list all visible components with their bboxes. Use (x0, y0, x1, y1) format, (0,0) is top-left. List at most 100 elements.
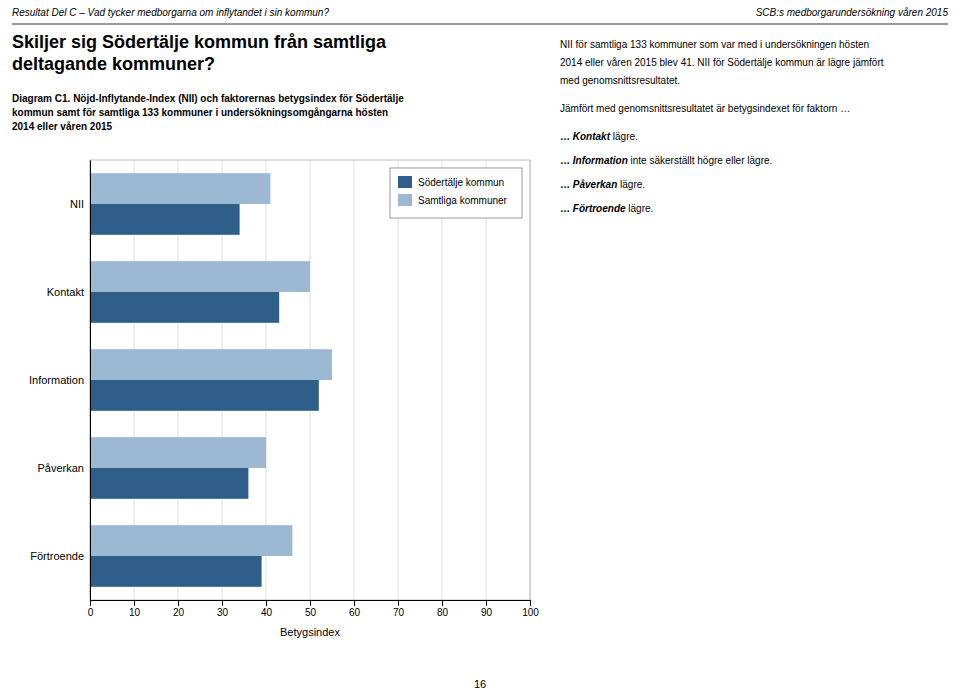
legend-label: Samtliga kommuner (418, 195, 508, 206)
y-tick-label: Förtroende (30, 550, 84, 562)
bar (90, 556, 262, 587)
grid-line (354, 160, 355, 600)
paragraph-line: med genomsnittsresultatet. (560, 75, 680, 86)
plot-frame (90, 160, 530, 600)
x-tick-mark (178, 600, 179, 606)
y-tick-label: Påverkan (38, 462, 84, 474)
x-axis-line (91, 601, 531, 607)
x-tick-label: 80 (437, 607, 449, 618)
bullet-prefix: … (560, 179, 573, 190)
subtitle-line: kommun samt för samtliga 133 kommuner i … (12, 107, 388, 118)
y-tick: NII (70, 198, 90, 210)
header-rule (12, 24, 948, 25)
x-tick-mark (90, 600, 91, 606)
y-tick-label: Kontakt (47, 286, 84, 298)
bullet-keyword: Information (573, 155, 628, 166)
x-tick-label: 10 (129, 607, 141, 618)
bar (90, 380, 319, 411)
header-left: Resultat Del C – Vad tycker medborgarna … (12, 7, 329, 18)
x-tick-label: 100 (522, 607, 539, 618)
x-tick-label: 90 (481, 607, 493, 618)
subtitle-line: Diagram C1. Nöjd-Inflytande-Index (NII) … (12, 93, 404, 104)
x-tick: 40 (261, 600, 273, 618)
bullet-prefix: … (560, 203, 573, 214)
grid (90, 160, 530, 600)
x-tick-mark (266, 600, 267, 606)
legend-label: Södertälje kommun (418, 177, 504, 188)
bullet: … Information inte säkerställt högre ell… (560, 155, 772, 166)
x-tick: 30 (217, 600, 229, 618)
x-tick-label: 70 (393, 607, 405, 618)
bullet-prefix: … (560, 155, 573, 166)
paragraph-line: 2014 eller våren 2015 blev 41. NII för S… (560, 57, 884, 68)
page: Resultat Del C – Vad tycker medborgarna … (0, 0, 960, 699)
bullet-suffix: lägre. (610, 131, 638, 142)
bars (90, 173, 332, 587)
y-axis: NII Kontakt Information Påverkan Förtroende (29, 161, 91, 601)
x-tick: 10 (129, 600, 141, 618)
bullet-suffix: lägre. (617, 179, 645, 190)
bullet-prefix: … (560, 131, 573, 142)
bar (90, 173, 270, 204)
x-tick: 90 (481, 600, 493, 618)
x-tick: 70 (393, 600, 405, 618)
legend-item: Södertälje kommun (398, 176, 504, 188)
x-tick-mark (222, 600, 223, 606)
bullet-keyword: Påverkan (573, 179, 617, 190)
x-tick-mark (486, 600, 487, 606)
x-tick: 50 (305, 600, 317, 618)
bar (90, 292, 279, 323)
y-tick: Information (29, 374, 90, 386)
x-tick-mark (530, 600, 531, 606)
bar (90, 204, 240, 235)
header-right: SCB:s medborgarundersökning våren 2015 (756, 7, 949, 18)
bullet-keyword: Kontakt (573, 131, 611, 142)
x-tick: 20 (173, 600, 185, 618)
x-tick-mark (442, 600, 443, 606)
x-tick: 60 (349, 600, 361, 618)
x-tick-label: 60 (349, 607, 361, 618)
x-tick: 80 (437, 600, 449, 618)
bullet: … Påverkan lägre. (560, 179, 645, 190)
bullet-keyword: Förtroende (573, 203, 626, 214)
x-tick-mark (310, 600, 311, 606)
bar (90, 349, 332, 380)
x-tick-label: 20 (173, 607, 185, 618)
bar (90, 525, 292, 556)
grid-line (398, 160, 399, 600)
paragraph-line: NII för samtliga 133 kommuner som var me… (560, 39, 869, 50)
subtitle-line: 2014 eller våren 2015 (12, 121, 113, 132)
x-tick-label: 0 (88, 607, 94, 618)
legend: Södertälje kommun Samtliga kommuner (390, 168, 522, 218)
bullet-suffix: inte säkerställt högre eller lägre. (628, 155, 773, 166)
bar (90, 437, 266, 468)
x-tick-mark (134, 600, 135, 606)
y-tick: Påverkan (38, 462, 90, 474)
bar (90, 261, 310, 292)
y-tick: Förtroende (30, 550, 90, 562)
bullet: … Kontakt lägre. (560, 131, 638, 142)
x-tick: 0 (88, 600, 94, 618)
y-tick-label: Information (29, 374, 84, 386)
y-tick: Kontakt (47, 286, 90, 298)
legend-swatch (398, 194, 412, 206)
title: Skiljer sig Södertälje kommun från samtl… (12, 32, 387, 74)
x-tick-label: 30 (217, 607, 229, 618)
x-tick: 100 (522, 600, 539, 618)
bullet-suffix: lägre. (626, 203, 654, 214)
legend-box (390, 168, 522, 218)
y-tick-label: NII (70, 198, 84, 210)
x-tick-label: 40 (261, 607, 273, 618)
bar (90, 468, 248, 499)
y-axis-line (90, 161, 91, 601)
page-number: 16 (474, 678, 486, 690)
legend-swatch (398, 176, 412, 188)
x-tick-mark (354, 600, 355, 606)
x-tick-label: 50 (305, 607, 317, 618)
paragraph-line: Jämfört med genomsnittsresultatet är bet… (560, 103, 850, 114)
title-line: Skiljer sig Södertälje kommun från samtl… (12, 32, 387, 52)
x-axis: 0 10 20 30 40 50 60 70 80 90 100 (88, 600, 540, 618)
title-line: deltagande kommuner? (12, 54, 215, 74)
subtitle: Diagram C1. Nöjd-Inflytande-Index (NII) … (12, 93, 404, 132)
x-axis-title: Betygsindex (280, 626, 340, 638)
